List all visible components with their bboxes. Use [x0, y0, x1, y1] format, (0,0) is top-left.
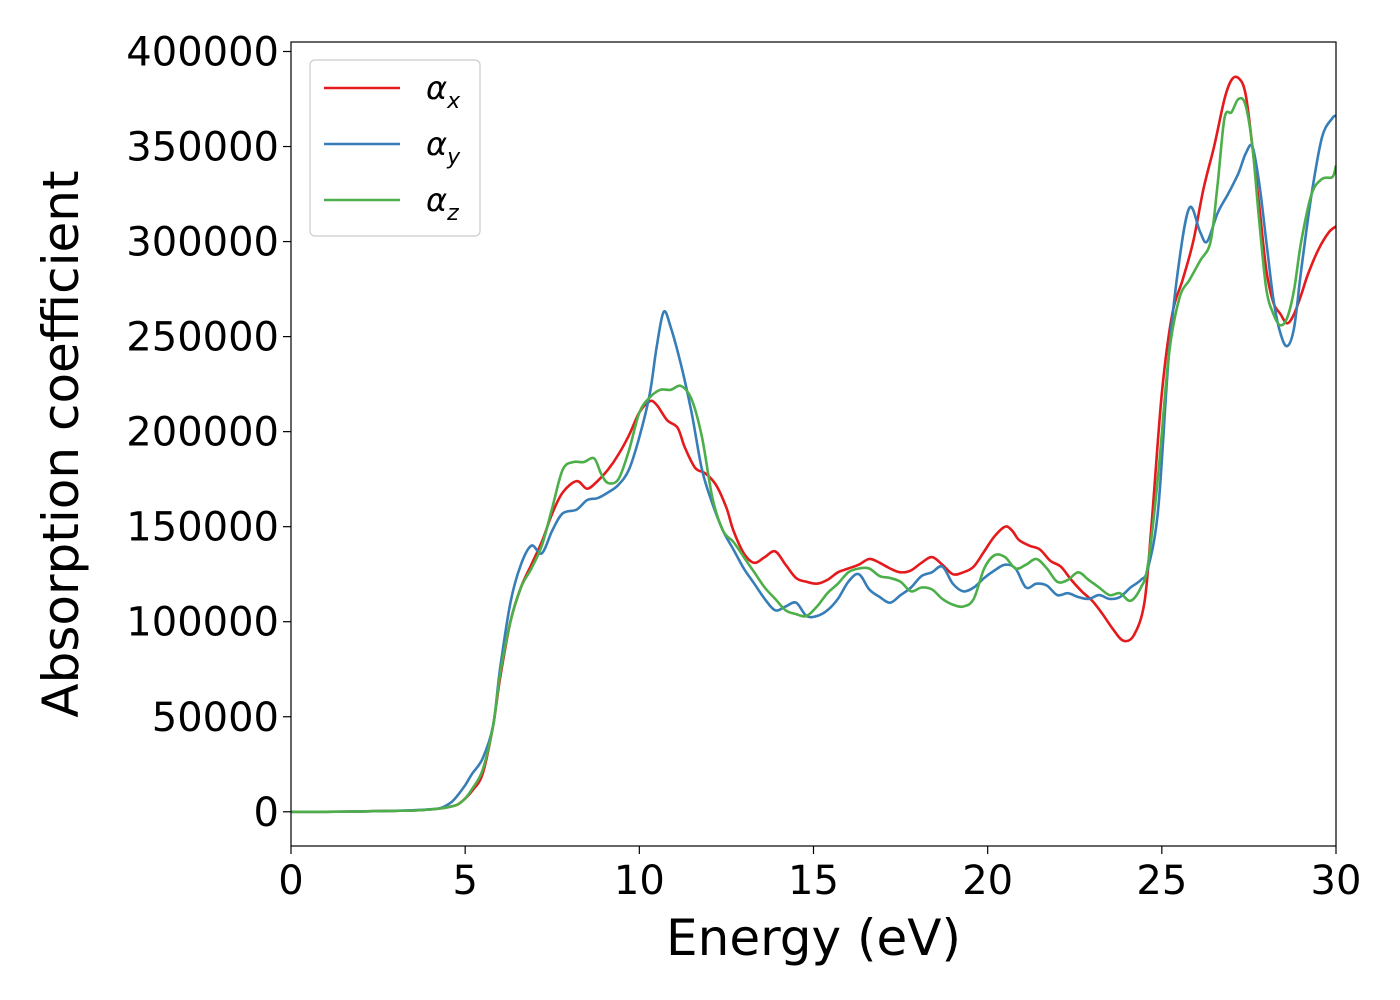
y-tick-label: 100000: [126, 600, 279, 646]
y-tick-label: 400000: [126, 30, 279, 76]
series-line-z: [291, 96, 1336, 814]
legend-label-z: αz: [426, 181, 459, 226]
legend-label-y: αy: [426, 125, 461, 170]
legend-label-subscript: z: [446, 201, 459, 226]
x-axis-ticks: 0 5 10 15 20 25 30: [278, 846, 1361, 904]
legend-label-base: α: [426, 125, 447, 163]
x-tick-label: 5: [452, 858, 477, 904]
legend-label-subscript: x: [446, 89, 461, 114]
y-tick-label: 350000: [126, 125, 279, 171]
x-tick-label: 25: [1136, 858, 1187, 904]
x-tick-label: 20: [962, 858, 1013, 904]
series-line-y: [291, 114, 1336, 814]
legend-label-base: α: [426, 69, 447, 107]
y-axis-ticks: 0 50000 100000 150000 200000 250000 300000 3500…: [126, 30, 291, 836]
legend-label-x: αx: [426, 69, 461, 114]
series-lines: [291, 75, 1336, 814]
y-tick-label: 300000: [126, 220, 279, 266]
x-tick-label: 10: [614, 858, 665, 904]
legend-label-base: α: [426, 181, 447, 219]
y-tick-label: 200000: [126, 410, 279, 456]
y-tick-label: 50000: [152, 695, 279, 741]
x-axis-label: Energy (eV): [666, 909, 961, 967]
y-tick-label: 250000: [126, 315, 279, 361]
plot-frame: [290, 41, 1337, 847]
legend-label-subscript: y: [446, 145, 461, 170]
y-tick-label: 0: [254, 790, 279, 836]
x-tick-label: 0: [278, 858, 303, 904]
y-tick-label: 150000: [126, 505, 279, 551]
x-tick-label: 15: [788, 858, 839, 904]
x-tick-label: 30: [1311, 858, 1362, 904]
y-axis-label: Absorption coefficient: [32, 170, 90, 717]
legend-box: [309, 59, 481, 237]
